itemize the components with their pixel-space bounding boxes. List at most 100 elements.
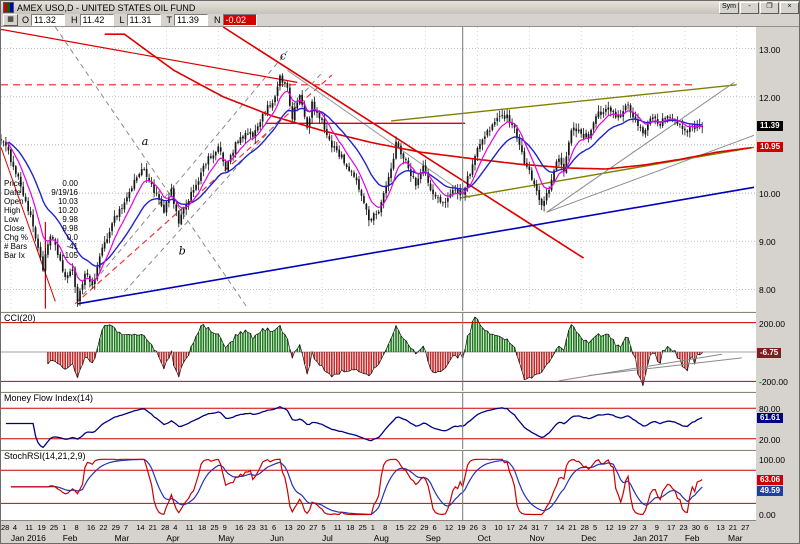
cci-panel: CCI(20) [1,313,757,391]
symbol-button[interactable]: Sym [719,1,739,14]
data-window-value: 0.00 [62,179,78,188]
ohlc-readout: O 11.32 H 11.42 L 11.31 T 11.39 N -0.02 [22,14,257,26]
close-icon[interactable]: × [780,1,799,14]
month-label: Aug [373,533,389,543]
data-window-row: Open 10.03 [4,197,78,206]
day-tick-label: 4 [173,523,178,532]
data-window-row: Chg % 0.0 [4,233,78,242]
price-axis-label: 12.00 [759,92,781,103]
day-tick-label: 6 [432,523,437,532]
quote-label: T [166,15,173,25]
data-window-label: Chg % [4,233,29,242]
time-axis[interactable]: 28 4 11 19 25 1 8 16 22 29 7 14 21 28 4 11 18 25 9 16 23 31 6 1… [1,520,756,543]
quote-field-N: N -0.02 [214,14,257,26]
day-tick-label: 8 [383,523,388,532]
month-label: May [218,533,235,543]
day-tick-label: 19 [617,523,627,532]
day-tick-label: 22 [99,523,108,532]
day-tick-label: 3 [481,523,487,532]
month-label: Mar [728,533,743,543]
quote-field-O: O 11.32 [22,14,66,26]
mfi-value-badge: 61.61 [757,412,784,423]
minimize-icon[interactable]: - [740,1,759,14]
day-tick-label: 28 [580,523,589,532]
panel-splitter[interactable] [1,311,799,313]
day-tick-label: 31 [259,523,269,532]
price-badge: 10.95 [757,142,784,153]
day-tick-label: 20 [296,523,306,532]
data-window-value: 10.03 [57,197,78,206]
month-label: Jun [270,533,284,543]
day-tick-label: 5 [321,523,326,532]
day-tick-label: 19 [457,523,466,532]
data-window-value: 10.20 [57,206,78,215]
price-axis-label: 13.00 [759,44,781,55]
data-window-value: 9.98 [62,224,78,233]
data-window: Price 0.00 Date 9/19/16 Open 10.03 High 10.20 Lo… [4,179,78,260]
data-window-value: 9.98 [62,215,78,224]
data-window-row: High 10.20 [4,206,78,215]
data-window-label: High [4,206,21,215]
day-tick-label: 29 [420,523,429,532]
data-window-label: Bar Ix [4,251,25,260]
quote-bar: ▦ O 11.32 H 11.42 L 11.31 T 11.39 N -0.02 [1,14,799,27]
day-tick-label: 22 [407,523,417,532]
stochrsi-d-badge: 49.59 [757,485,784,496]
quote-label: N [214,15,221,25]
day-tick-label: 17 [667,523,676,532]
day-tick-label: 27 [741,523,750,532]
month-label: Dec [581,533,597,543]
day-tick-label: 6 [272,523,277,532]
grid-icon[interactable]: ▦ [3,14,18,26]
stochrsi-axis-label: 0.00 [759,510,776,521]
data-window-label: Price [4,179,23,188]
day-tick-label: 28 [1,523,10,532]
cci-canvas[interactable] [1,313,757,391]
day-tick-label: 27 [630,523,639,532]
stochrsi-canvas[interactable] [1,451,757,520]
day-tick-label: 15 [395,523,404,532]
stochrsi-axis-label: 100.00 [759,455,785,466]
day-tick-label: 21 [568,523,577,532]
mfi-canvas[interactable] [1,393,757,449]
data-window-row: Date 9/19/16 [4,188,78,197]
day-tick-label: 28 [160,523,170,532]
price-chart-canvas[interactable]: a b c [1,27,757,311]
mfi-panel: Money Flow Index(14) [1,393,757,449]
day-tick-label: 6 [704,523,709,532]
data-window-label: # Bars [4,242,28,251]
day-tick-label: 9 [222,523,227,532]
month-label: Mar [114,533,130,543]
quote-value: 11.42 [79,14,114,26]
panel-splitter[interactable] [1,391,799,393]
price-axis-label: 10.00 [759,189,781,200]
stochrsi-panel-title: StochRSI(14,21,2,9) [4,451,86,461]
month-label: Jul [321,533,333,543]
day-tick-label: 16 [235,523,244,532]
window-title: AMEX USO,D - UNITED STATES OIL FUND [17,2,196,13]
day-tick-label: 14 [136,523,145,532]
day-tick-label: 21 [728,523,738,532]
data-window-label: Open [4,197,24,206]
day-tick-label: 13 [284,523,293,532]
day-tick-label: 18 [346,523,355,532]
restore-icon[interactable]: ❐ [760,1,779,14]
day-tick-label: 23 [679,523,688,532]
stochrsi-panel: StochRSI(14,21,2,9) [1,451,757,520]
quote-value: -0.02 [222,14,257,26]
day-tick-label: 14 [555,523,565,532]
day-tick-label: 7 [543,523,548,532]
day-tick-label: 9 [654,523,659,532]
cci-axis-label: -200.00 [759,377,788,388]
day-tick-label: 26 [469,523,478,532]
right-price-axis[interactable]: 13.00 12.00 10.00 9.00 8.00 11.39 10.95 200.00 -… [756,27,799,543]
data-window-row: # Bars -41 [4,242,78,251]
month-label: Nov [529,533,545,543]
stochrsi-k-badge: 63.06 [757,474,784,485]
data-window-row: Low 9.98 [4,215,78,224]
price-axis-label: 9.00 [759,237,776,248]
panel-splitter[interactable] [1,449,799,451]
quote-field-T: T 11.39 [167,14,209,26]
day-tick-label: 19 [37,523,46,532]
